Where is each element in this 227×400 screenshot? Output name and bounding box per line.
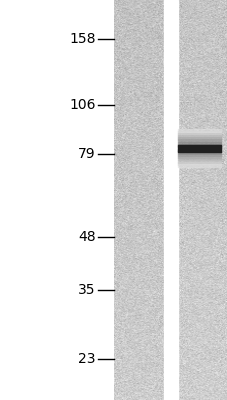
Bar [177,142,220,144]
Bar [177,144,220,147]
Bar [177,131,220,134]
Bar [163,0,177,400]
Text: 23: 23 [78,352,95,366]
Bar [177,164,220,167]
Bar [177,160,220,162]
Text: 106: 106 [69,98,95,112]
Bar [177,137,220,140]
Bar [177,158,220,160]
Bar [177,153,220,156]
Text: 35: 35 [78,282,95,296]
Bar [177,144,220,152]
Bar [177,140,220,142]
Bar [177,135,220,138]
Text: 48: 48 [78,230,95,244]
Bar [177,155,220,158]
Bar [177,151,220,154]
Text: 158: 158 [69,32,95,46]
Bar [177,149,220,152]
Text: 79: 79 [78,147,95,161]
Bar [177,129,220,132]
Bar [177,162,220,165]
Bar [177,133,220,136]
